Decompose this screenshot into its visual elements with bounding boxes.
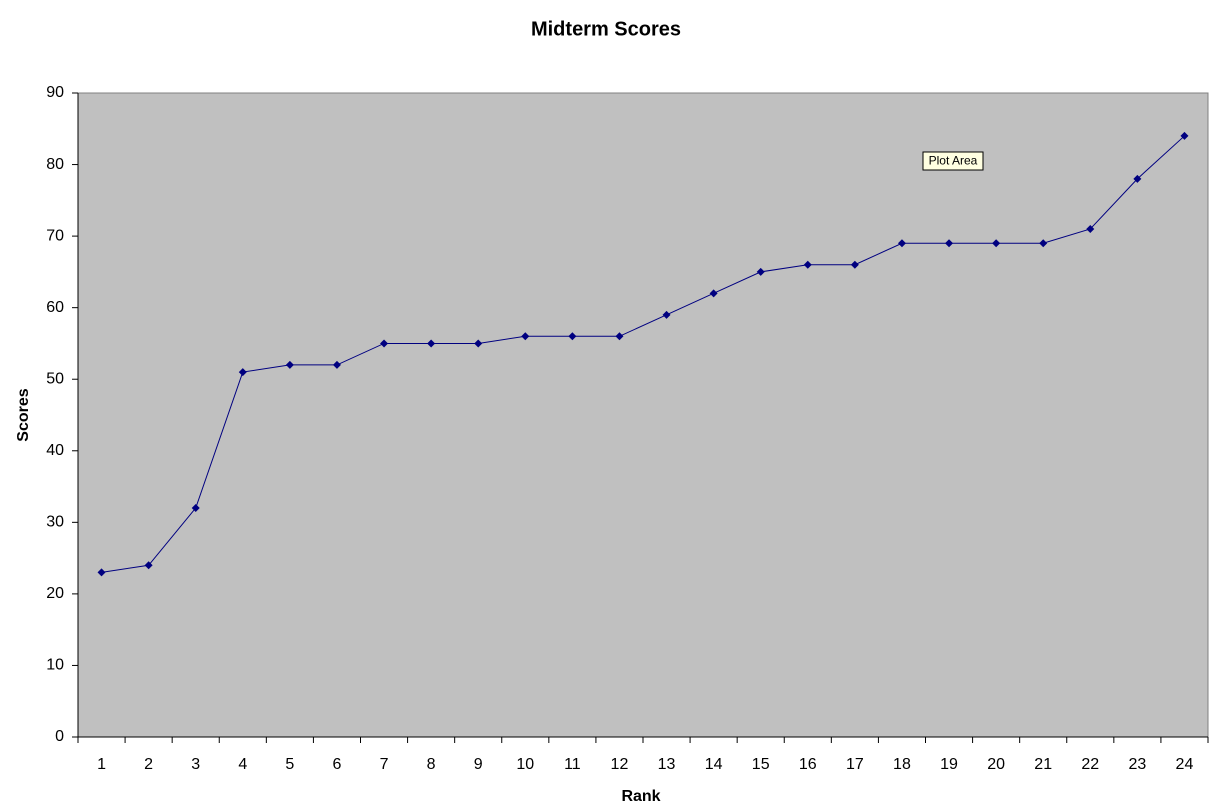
data-point bbox=[850, 260, 859, 269]
x-axis-label: Rank bbox=[621, 788, 660, 805]
x-tick-label: 3 bbox=[191, 756, 200, 773]
y-tick-label: 80 bbox=[46, 156, 64, 173]
y-axis-label: Scores bbox=[15, 388, 32, 441]
data-point bbox=[615, 332, 624, 341]
data-point bbox=[756, 267, 765, 276]
x-tick-label: 18 bbox=[893, 756, 911, 773]
x-tick-label: 11 bbox=[564, 756, 581, 773]
data-point bbox=[474, 339, 483, 348]
data-point bbox=[427, 339, 436, 348]
x-tick-label: 19 bbox=[940, 756, 958, 773]
y-tick-label: 10 bbox=[46, 657, 64, 674]
data-point bbox=[285, 360, 294, 369]
data-point bbox=[238, 368, 247, 377]
y-tick-label: 90 bbox=[46, 84, 64, 101]
data-point bbox=[992, 239, 1001, 248]
data-point bbox=[709, 289, 718, 298]
data-point bbox=[1133, 174, 1142, 183]
x-tick-label: 5 bbox=[285, 756, 294, 773]
tooltip: Plot Area bbox=[929, 154, 978, 168]
data-point bbox=[897, 239, 906, 248]
x-tick-label: 7 bbox=[380, 756, 389, 773]
x-tick-label: 4 bbox=[238, 756, 247, 773]
tooltip-box bbox=[922, 151, 984, 171]
x-tick-label: 12 bbox=[611, 756, 629, 773]
data-point bbox=[332, 360, 341, 369]
x-tick-label: 22 bbox=[1081, 756, 1099, 773]
y-tick-label: 40 bbox=[46, 442, 64, 459]
x-tick-label: 15 bbox=[752, 756, 770, 773]
x-tick-label: 23 bbox=[1128, 756, 1146, 773]
data-point bbox=[1039, 239, 1048, 248]
y-tick-label: 0 bbox=[55, 728, 64, 745]
x-tick-label: 10 bbox=[516, 756, 534, 773]
y-tick-label: 60 bbox=[46, 299, 64, 316]
data-point bbox=[144, 561, 153, 570]
data-point bbox=[380, 339, 389, 348]
x-tick-label: 21 bbox=[1034, 756, 1052, 773]
x-tick-label: 20 bbox=[987, 756, 1005, 773]
x-tick-label: 6 bbox=[333, 756, 342, 773]
data-point bbox=[803, 260, 812, 269]
data-point bbox=[662, 310, 671, 319]
x-tick-label: 1 bbox=[97, 756, 106, 773]
y-tick-label: 30 bbox=[46, 514, 64, 531]
x-tick-label: 13 bbox=[658, 756, 676, 773]
y-tick-label: 70 bbox=[46, 227, 64, 244]
x-tick-label: 2 bbox=[144, 756, 153, 773]
x-tick-label: 17 bbox=[846, 756, 864, 773]
data-point bbox=[568, 332, 577, 341]
plot-area bbox=[77, 92, 1209, 738]
chart-title: Midterm Scores bbox=[531, 18, 681, 40]
data-point bbox=[191, 504, 200, 513]
y-tick-label: 20 bbox=[46, 585, 64, 602]
x-tick-label: 9 bbox=[474, 756, 483, 773]
x-tick-label: 8 bbox=[427, 756, 436, 773]
data-line bbox=[101, 135, 1185, 573]
y-tick-label: 50 bbox=[46, 370, 64, 387]
x-tick-label: 24 bbox=[1176, 756, 1194, 773]
data-point bbox=[97, 568, 106, 577]
x-tick-label: 14 bbox=[705, 756, 723, 773]
data-point bbox=[521, 332, 530, 341]
data-point bbox=[945, 239, 954, 248]
x-tick-label: 16 bbox=[799, 756, 817, 773]
data-point bbox=[1086, 224, 1095, 233]
data-point bbox=[1180, 131, 1189, 140]
